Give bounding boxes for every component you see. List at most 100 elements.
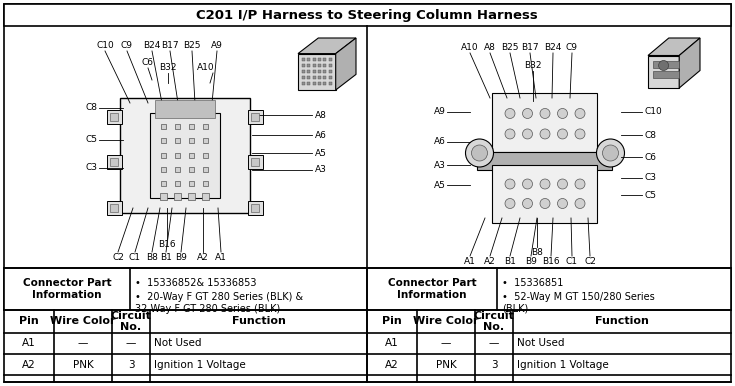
Text: A1: A1 bbox=[215, 253, 227, 262]
Text: A5: A5 bbox=[434, 181, 446, 190]
Bar bbox=[329, 64, 331, 67]
Text: A8: A8 bbox=[484, 43, 496, 52]
Bar bbox=[323, 76, 326, 80]
Text: B8: B8 bbox=[531, 248, 543, 257]
Text: —: — bbox=[126, 339, 136, 349]
Bar bbox=[190, 138, 195, 143]
Text: C2: C2 bbox=[112, 253, 124, 262]
Bar bbox=[162, 138, 167, 143]
Text: A8: A8 bbox=[315, 110, 327, 120]
Circle shape bbox=[575, 198, 585, 208]
Bar bbox=[318, 70, 321, 73]
Bar bbox=[190, 181, 195, 186]
Text: —: — bbox=[441, 339, 451, 349]
Circle shape bbox=[558, 129, 567, 139]
Text: Function: Function bbox=[595, 317, 649, 327]
Text: —: — bbox=[78, 339, 88, 349]
Bar bbox=[653, 71, 679, 78]
Text: A3: A3 bbox=[315, 166, 327, 174]
Text: C3: C3 bbox=[86, 164, 98, 173]
Bar bbox=[176, 138, 181, 143]
Text: Not Used: Not Used bbox=[154, 339, 201, 349]
Text: C10: C10 bbox=[96, 41, 114, 50]
Bar bbox=[323, 70, 326, 73]
Text: Wire Color: Wire Color bbox=[50, 317, 115, 327]
Circle shape bbox=[505, 129, 515, 139]
Circle shape bbox=[659, 61, 669, 71]
Text: C8: C8 bbox=[86, 103, 98, 112]
Text: A2: A2 bbox=[484, 257, 496, 266]
Bar bbox=[302, 83, 305, 85]
Polygon shape bbox=[298, 38, 356, 54]
Text: •  20-Way F GT 280 Series (BLK) &
32-Way F GT 280 Series (BLK): • 20-Way F GT 280 Series (BLK) & 32-Way … bbox=[135, 292, 303, 313]
Bar bbox=[204, 167, 209, 172]
Text: B32: B32 bbox=[159, 63, 176, 72]
Bar bbox=[251, 203, 259, 212]
Bar bbox=[176, 124, 181, 129]
Text: Pin: Pin bbox=[382, 317, 402, 327]
Bar bbox=[190, 124, 195, 129]
Text: B9: B9 bbox=[175, 253, 187, 262]
Bar bbox=[176, 152, 181, 157]
Text: 3: 3 bbox=[128, 359, 135, 369]
Bar bbox=[307, 70, 310, 73]
Text: •  15336851: • 15336851 bbox=[502, 278, 563, 288]
Bar bbox=[248, 200, 263, 215]
Bar bbox=[492, 93, 598, 151]
Bar bbox=[302, 76, 305, 80]
Bar bbox=[312, 76, 315, 80]
Bar bbox=[248, 110, 263, 124]
Bar bbox=[318, 64, 321, 67]
Bar bbox=[307, 83, 310, 85]
Bar bbox=[150, 112, 220, 198]
Text: C6: C6 bbox=[142, 58, 154, 67]
Text: B1: B1 bbox=[504, 257, 516, 266]
Text: A2: A2 bbox=[385, 359, 399, 369]
Text: Pin: Pin bbox=[19, 317, 39, 327]
Bar bbox=[204, 124, 209, 129]
Bar bbox=[312, 83, 315, 85]
Bar bbox=[107, 110, 122, 124]
Text: C1: C1 bbox=[129, 253, 141, 262]
Text: C9: C9 bbox=[121, 41, 133, 50]
Text: A3: A3 bbox=[434, 161, 446, 169]
Polygon shape bbox=[648, 38, 700, 56]
Bar bbox=[4, 4, 731, 26]
Text: •  15336852& 15336853: • 15336852& 15336853 bbox=[135, 278, 257, 288]
Polygon shape bbox=[336, 38, 356, 90]
Bar bbox=[312, 64, 315, 67]
Bar bbox=[174, 193, 182, 200]
Bar bbox=[120, 98, 250, 213]
Bar bbox=[323, 58, 326, 61]
Circle shape bbox=[558, 179, 567, 189]
Circle shape bbox=[603, 145, 618, 161]
Bar bbox=[653, 61, 679, 68]
Text: Circuit
No.: Circuit No. bbox=[110, 311, 151, 332]
Text: B32: B32 bbox=[524, 61, 542, 70]
Bar bbox=[312, 70, 315, 73]
Circle shape bbox=[471, 145, 487, 161]
Bar bbox=[107, 200, 122, 215]
Circle shape bbox=[523, 179, 532, 189]
Bar bbox=[190, 167, 195, 172]
Bar bbox=[323, 83, 326, 85]
Bar bbox=[162, 181, 167, 186]
Bar bbox=[307, 58, 310, 61]
Text: B17: B17 bbox=[521, 43, 539, 52]
Bar bbox=[176, 167, 181, 172]
Text: B9: B9 bbox=[525, 257, 537, 266]
Bar bbox=[162, 167, 167, 172]
Circle shape bbox=[597, 139, 625, 167]
Bar bbox=[318, 58, 321, 61]
Polygon shape bbox=[298, 54, 336, 90]
Circle shape bbox=[575, 129, 585, 139]
Text: A1: A1 bbox=[464, 257, 476, 266]
Bar bbox=[251, 112, 259, 120]
Bar bbox=[329, 70, 331, 73]
Text: A2: A2 bbox=[22, 359, 36, 369]
Bar bbox=[107, 155, 122, 169]
Bar bbox=[307, 76, 310, 80]
Text: A6: A6 bbox=[434, 137, 446, 147]
Text: C5: C5 bbox=[86, 135, 98, 144]
Bar bbox=[307, 64, 310, 67]
